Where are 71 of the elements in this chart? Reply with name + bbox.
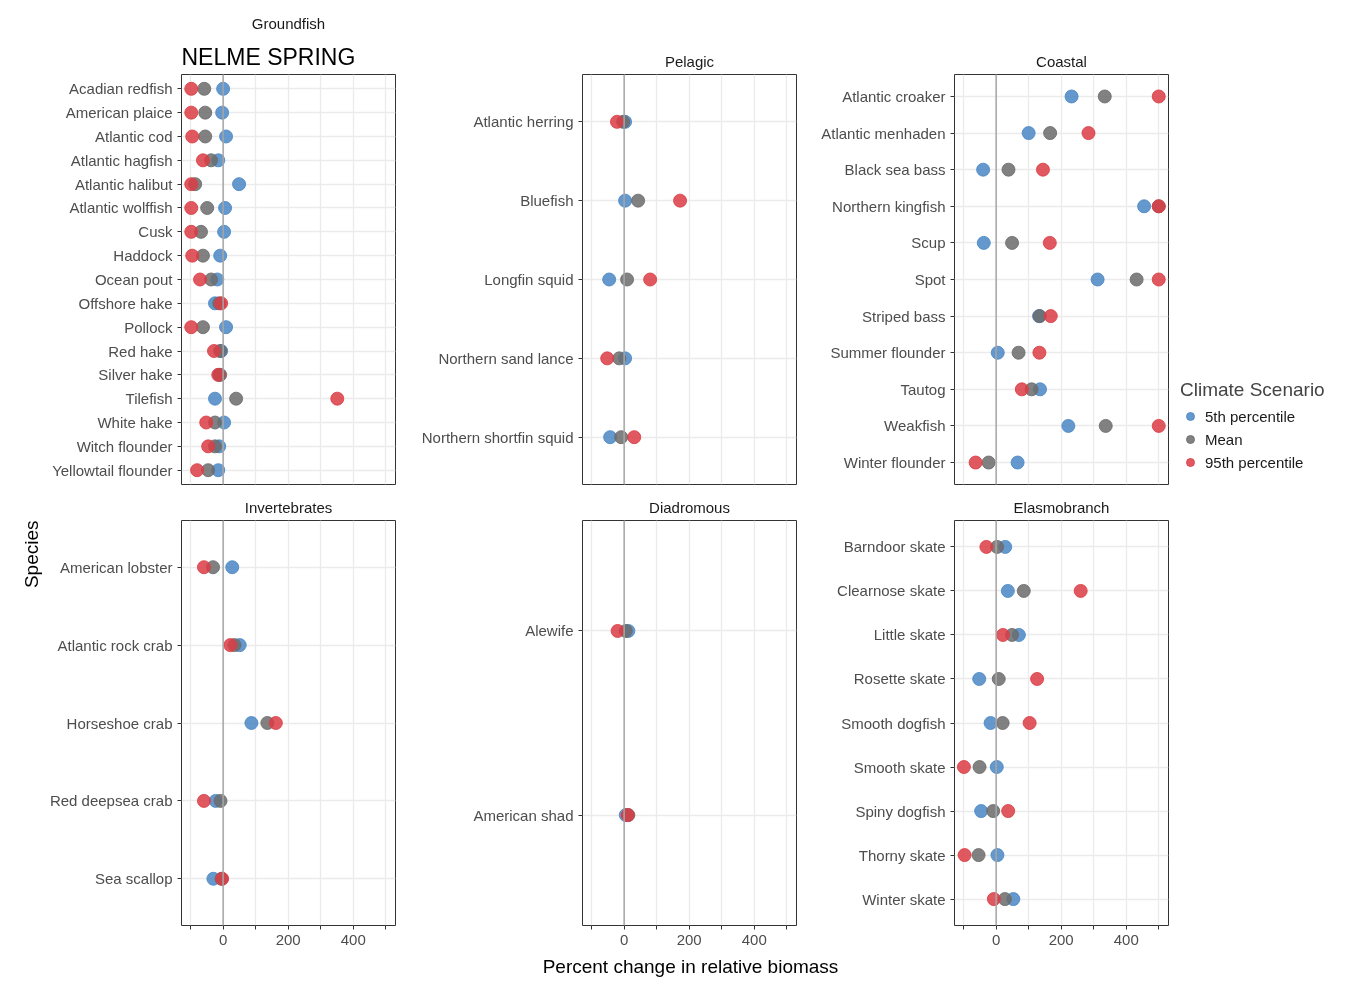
x-tick-label: 0 <box>218 930 228 948</box>
chart-title: Invertebrates <box>244 498 333 516</box>
y-tick-label: Pollock <box>124 318 173 336</box>
y-tick-label: White hake <box>97 414 173 432</box>
y-tick-label: Atlantic menhaden <box>821 124 946 142</box>
y-tick-label: Haddock <box>113 247 173 265</box>
legend-label: 5th percentile <box>1205 407 1296 425</box>
legend-label: 95th percentile <box>1205 453 1304 471</box>
y-tick-label: Winter flounder <box>843 454 946 472</box>
y-tick-label: Scup <box>911 234 946 252</box>
chart-title: Diadromous <box>649 498 730 516</box>
y-tick-label: Sea scallop <box>94 870 173 888</box>
y-tick-label: Atlantic hagfish <box>70 151 173 169</box>
y-tick-label: Northern shortfin squid <box>421 428 574 446</box>
x-tick-label: 400 <box>1113 930 1139 948</box>
y-tick-label: Bluefish <box>520 192 574 210</box>
y-tick-label: Summer flounder <box>830 344 946 362</box>
y-axis-title: Species <box>20 520 42 589</box>
y-tick-label: Witch flounder <box>76 437 173 455</box>
y-tick-label: Winter skate <box>862 890 946 908</box>
x-tick-label: 200 <box>1048 930 1074 948</box>
y-tick-label: Offshore hake <box>78 294 173 312</box>
y-tick-label: Yellowtail flounder <box>52 461 173 479</box>
y-tick-label: Red hake <box>108 342 173 360</box>
y-tick-label: Black sea bass <box>844 161 946 179</box>
y-tick-label: Clearnose skate <box>837 582 946 600</box>
y-tick-label: Atlantic rock crab <box>57 636 173 654</box>
chart-title: Groundfish <box>251 14 326 32</box>
y-tick-label: Tilefish <box>125 390 173 408</box>
x-tick-label: 400 <box>340 930 366 948</box>
x-tick-label: 200 <box>676 930 702 948</box>
x-tick-label: 0 <box>991 930 1001 948</box>
y-tick-label: Silver hake <box>98 366 173 384</box>
y-tick-label: Alewife <box>525 622 574 640</box>
chart-title: Elasmobranch <box>1013 498 1110 516</box>
chart-title: Coastal <box>1036 52 1087 70</box>
y-tick-label: Cusk <box>138 223 173 241</box>
y-tick-label: Red deepsea crab <box>49 792 173 810</box>
y-tick-label: Horseshoe crab <box>66 714 173 732</box>
y-tick-label: Atlantic wolffish <box>69 199 173 217</box>
y-tick-label: American shad <box>473 806 574 824</box>
x-tick-label: 200 <box>275 930 301 948</box>
y-tick-label: Atlantic croaker <box>842 87 946 105</box>
x-axis-title: Percent change in relative biomass <box>542 955 839 977</box>
chart-title: Pelagic <box>664 52 715 70</box>
y-tick-label: Northern sand lance <box>438 349 574 367</box>
y-tick-label: Smooth dogfish <box>841 714 946 732</box>
legend-title: Climate Scenario <box>1180 379 1325 401</box>
y-tick-label: Little skate <box>873 626 946 644</box>
y-tick-label: Atlantic halibut <box>74 175 174 193</box>
text: NELME SPRING <box>181 43 356 70</box>
y-tick-label: Acadian redfish <box>69 80 173 98</box>
y-tick-label: Northern kingfish <box>832 197 946 215</box>
y-tick-label: Rosette skate <box>853 670 946 688</box>
x-tick-label: 400 <box>741 930 767 948</box>
y-tick-label: Smooth skate <box>853 758 946 776</box>
y-tick-label: American lobster <box>59 558 173 576</box>
y-tick-label: Weakfish <box>884 417 946 435</box>
y-tick-label: Atlantic cod <box>94 127 173 145</box>
legend-label: Mean <box>1205 430 1243 448</box>
y-tick-label: Thorny skate <box>858 846 946 864</box>
y-tick-label: Ocean pout <box>94 271 174 288</box>
y-tick-label: Atlantic herring <box>473 113 574 131</box>
y-tick-label: American plaice <box>65 104 173 122</box>
y-tick-label: Longfin squid <box>484 271 574 288</box>
y-tick-label: Tautog <box>900 380 946 398</box>
y-tick-label: Spot <box>914 271 947 288</box>
y-tick-label: Striped bass <box>862 307 946 325</box>
y-tick-label: Spiny dogfish <box>855 802 946 820</box>
x-tick-label: 0 <box>619 930 629 948</box>
y-tick-label: Barndoor skate <box>843 538 946 556</box>
